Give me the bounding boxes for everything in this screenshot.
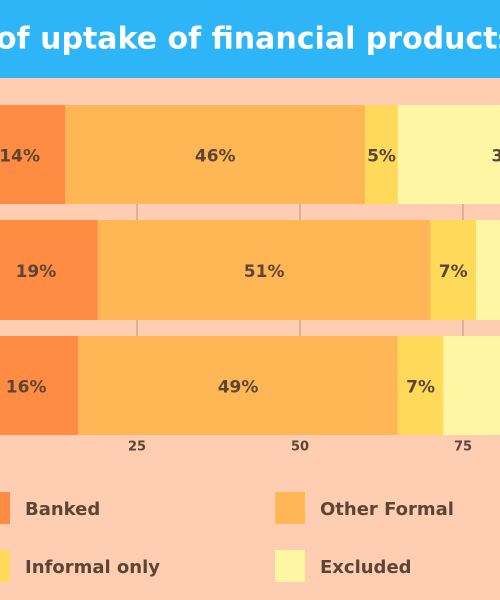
bar-segment: [443, 336, 500, 435]
legend-swatch: [0, 550, 10, 582]
legend-swatch: [0, 492, 10, 524]
legend-label: Informal only: [25, 557, 160, 578]
value-label: 51%: [244, 262, 285, 282]
legend-swatch: [275, 492, 305, 524]
legend-swatch: [275, 550, 305, 582]
bar-segment: [0, 105, 66, 204]
bar-segment: [476, 220, 500, 320]
bar-segment: [430, 220, 477, 320]
value-label: 49%: [218, 378, 259, 398]
legend-label: Banked: [25, 499, 100, 520]
x-tick-label: 75: [454, 440, 472, 455]
legend-label: Excluded: [320, 557, 412, 578]
bar-segment: [78, 336, 398, 435]
bar-segment: [397, 105, 500, 204]
value-label: 16%: [6, 378, 47, 398]
bar-segment: [97, 220, 431, 320]
x-tick-label: 25: [128, 440, 146, 455]
value-label: 14%: [0, 147, 40, 167]
legend-label: Other Formal: [320, 499, 454, 520]
x-tick-label: 50: [291, 440, 309, 455]
value-label: 35%: [492, 147, 500, 167]
bar-segment: [397, 336, 444, 435]
title-band: [0, 0, 500, 78]
value-label: 7%: [406, 378, 435, 398]
bar-segment: [0, 336, 79, 435]
value-label: 5%: [367, 147, 396, 167]
chart-title: of uptake of financial products: [0, 22, 500, 57]
bar-segment: [0, 220, 98, 320]
bar-segment: [65, 105, 366, 204]
value-label: 46%: [195, 147, 236, 167]
bar-segment: [365, 105, 398, 204]
value-label: 19%: [16, 262, 57, 282]
value-label: 7%: [439, 262, 468, 282]
